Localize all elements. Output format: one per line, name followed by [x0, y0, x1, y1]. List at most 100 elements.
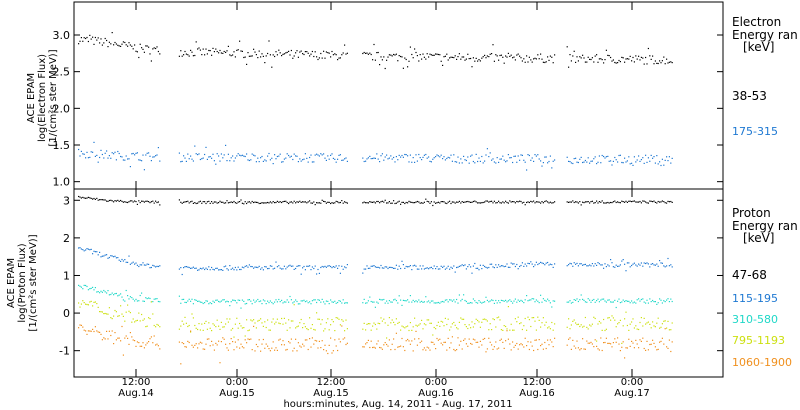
proton-point: [663, 320, 665, 322]
proton-point: [132, 318, 134, 320]
proton-point: [570, 348, 572, 350]
proton-legend-310-580: 310-580: [732, 313, 778, 326]
proton-point: [85, 284, 87, 287]
proton-point: [131, 297, 133, 299]
proton-point: [118, 200, 120, 202]
proton-point: [458, 321, 460, 323]
proton-point: [548, 264, 550, 266]
electron-point: [629, 55, 631, 57]
proton-point: [453, 299, 455, 301]
proton-point: [472, 326, 474, 328]
proton-point: [661, 337, 663, 339]
proton-point: [377, 266, 379, 268]
proton-point: [337, 317, 339, 319]
proton-point: [330, 337, 332, 339]
proton-point: [643, 301, 645, 303]
electron-point: [400, 55, 402, 58]
proton-point: [372, 265, 374, 267]
proton-point: [129, 263, 131, 265]
proton-point: [547, 339, 549, 341]
proton-point: [205, 343, 207, 345]
electron-point: [283, 158, 285, 160]
proton-point: [408, 200, 410, 202]
electron-point: [496, 157, 498, 159]
proton-point: [295, 327, 297, 329]
proton-point: [659, 327, 661, 329]
proton-point: [661, 302, 663, 304]
proton-point: [659, 341, 661, 343]
proton-point: [108, 330, 110, 332]
electron-point: [523, 159, 525, 161]
electron-point: [645, 154, 647, 156]
electron-point: [552, 62, 554, 64]
proton-point: [180, 267, 182, 269]
proton-point: [260, 300, 262, 302]
proton-point: [229, 318, 231, 320]
proton-point: [600, 264, 602, 266]
proton-point: [155, 266, 157, 268]
electron-point: [484, 160, 486, 162]
proton-point: [289, 295, 291, 298]
proton-point: [258, 300, 260, 303]
electron-point: [547, 56, 549, 58]
electron-point: [618, 59, 620, 62]
proton-point: [318, 318, 320, 320]
proton-point: [514, 265, 516, 268]
proton-point: [237, 201, 239, 203]
electron-point: [108, 155, 110, 157]
electron-point: [138, 159, 140, 161]
proton-point: [611, 315, 613, 317]
proton-point: [338, 318, 340, 320]
proton-point: [209, 345, 211, 347]
proton-point: [426, 346, 428, 348]
electron-point: [464, 59, 466, 61]
electron-point: [415, 154, 417, 156]
proton-point: [471, 302, 473, 304]
proton-point: [540, 326, 542, 328]
proton-point: [503, 202, 505, 204]
proton-point: [220, 341, 222, 343]
proton-point: [218, 325, 220, 327]
proton-point: [527, 300, 529, 302]
proton-point: [478, 300, 480, 302]
proton-point: [668, 265, 670, 267]
electron-point: [370, 53, 372, 56]
proton-point: [520, 322, 522, 324]
electron-point: [136, 152, 138, 154]
proton-point: [310, 202, 312, 204]
proton-point: [621, 346, 623, 348]
proton-point: [104, 312, 106, 315]
proton-point: [225, 323, 227, 325]
proton-point: [198, 343, 200, 345]
electron-point: [250, 159, 252, 161]
proton-point: [401, 337, 403, 340]
proton-point: [664, 202, 666, 204]
electron-point: [548, 160, 550, 163]
electron-point: [551, 56, 553, 58]
proton-point: [129, 332, 131, 334]
proton-point: [110, 199, 112, 201]
proton-point: [304, 326, 306, 328]
proton-point: [332, 266, 334, 268]
proton-point: [391, 202, 393, 204]
proton-point: [124, 320, 126, 322]
proton-point: [285, 322, 287, 324]
proton-point: [586, 301, 588, 303]
electron-point: [477, 160, 479, 163]
electron-point: [243, 56, 245, 59]
electron-point: [253, 154, 255, 156]
proton-point: [272, 303, 274, 305]
electron-point: [666, 156, 668, 158]
proton-point: [535, 299, 537, 301]
electron-point: [492, 44, 494, 46]
proton-point: [463, 294, 465, 296]
electron-point: [190, 49, 192, 51]
electron-point: [106, 150, 108, 152]
proton-point: [82, 196, 84, 198]
electron-point: [325, 51, 327, 53]
proton-point: [325, 202, 327, 204]
proton-point: [568, 264, 570, 266]
electron-point: [110, 157, 112, 159]
electron-point: [110, 43, 112, 45]
proton-point: [223, 338, 225, 340]
